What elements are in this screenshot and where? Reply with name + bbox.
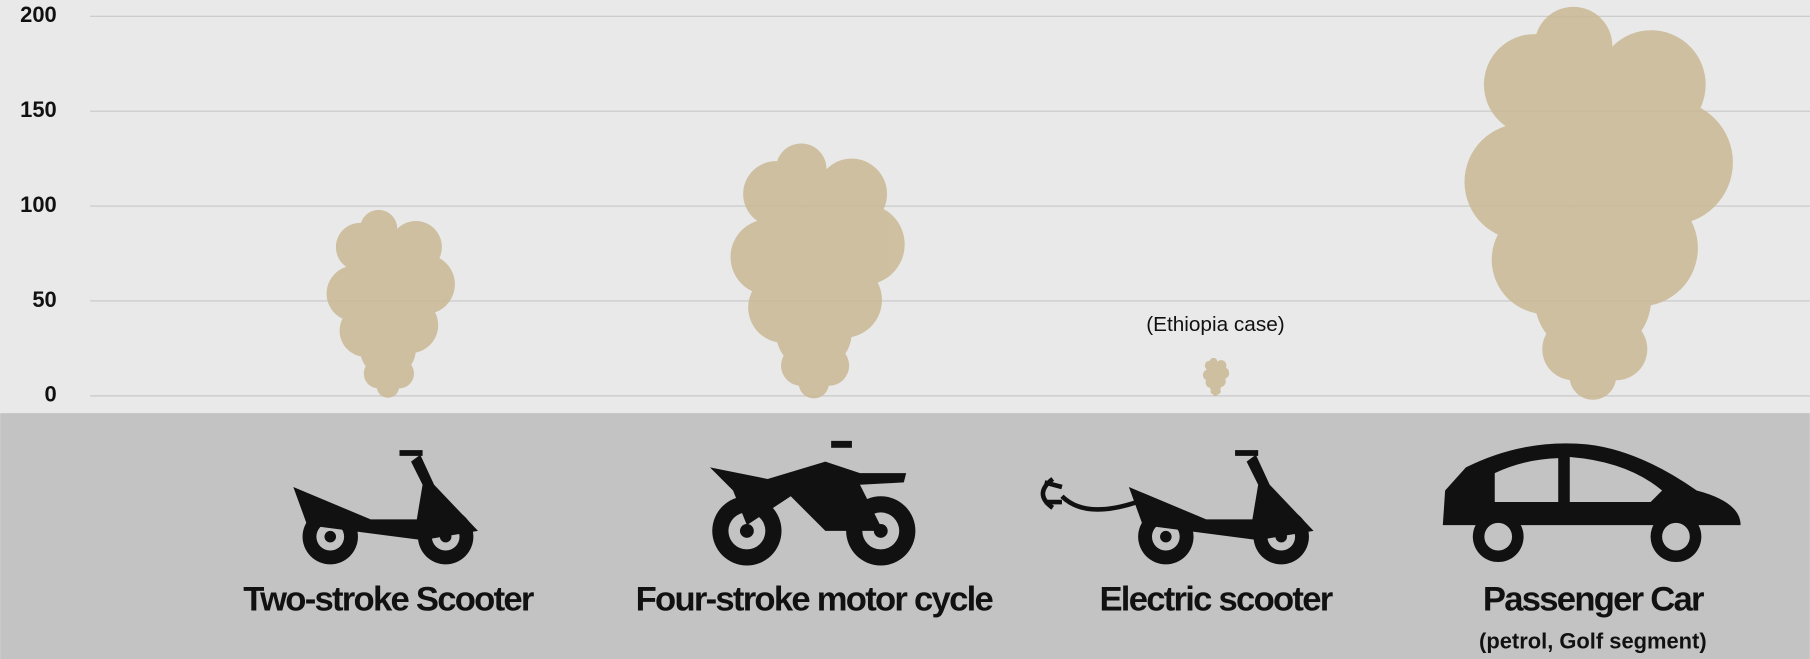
smoke-cloud	[1464, 6, 1733, 400]
category-label: Four-stroke motor cycle	[636, 580, 994, 618]
car-icon	[1442, 443, 1741, 563]
smoke-cloud	[326, 209, 455, 398]
smoke-puff	[389, 221, 442, 274]
smoke-puff	[360, 209, 398, 248]
annotation: (Ethiopia case)	[1146, 313, 1285, 336]
category-label: Passenger Car	[1483, 580, 1704, 618]
y-tick-label: 0	[45, 382, 57, 407]
y-tick-label: 200	[20, 2, 57, 27]
scooter-icon	[293, 450, 478, 565]
smoke-puff	[775, 143, 827, 194]
smoke-puff	[1215, 360, 1227, 371]
smoke-cloud	[730, 143, 905, 399]
smoke-puff	[1596, 30, 1706, 140]
smoke-puff	[816, 158, 888, 230]
motorcycle-icon	[709, 440, 916, 566]
category-label: Two-stroke Scooter	[243, 580, 534, 618]
y-tick-label: 100	[20, 192, 57, 217]
y-tick-label: 50	[32, 287, 56, 312]
smoke-cloud	[1202, 357, 1230, 397]
category-sublabel: (petrol, Golf segment)	[1479, 629, 1707, 654]
electric-scooter-icon	[1040, 450, 1314, 565]
smoke-puff	[1209, 357, 1218, 366]
smoke-puff	[1534, 6, 1613, 85]
category-label: Electric scooter	[1099, 580, 1332, 618]
y-tick-label: 150	[20, 97, 57, 122]
